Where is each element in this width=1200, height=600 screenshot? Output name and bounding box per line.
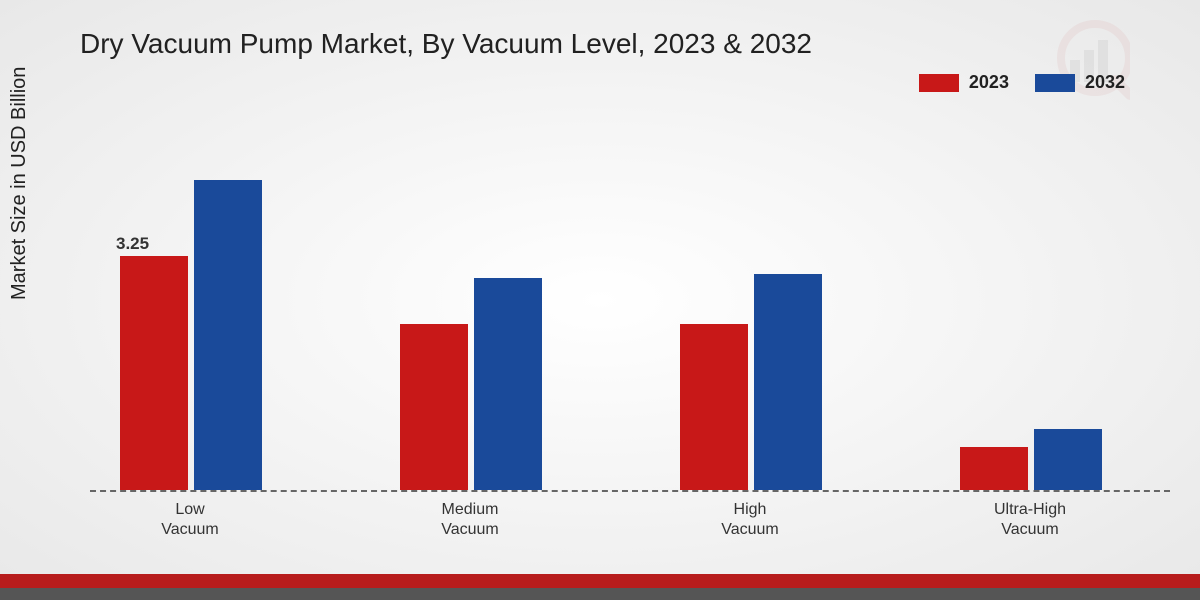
bar-2032 — [1034, 429, 1102, 490]
legend-swatch-2032 — [1035, 74, 1075, 92]
bar-2032 — [474, 278, 542, 490]
bar-2023 — [400, 324, 468, 490]
bar-group — [680, 274, 822, 490]
bar-group — [120, 180, 262, 490]
footer-bar-grey — [0, 588, 1200, 600]
bar-2023 — [680, 324, 748, 490]
chart-plot-area: 3.25LowVacuumMediumVacuumHighVacuumUltra… — [90, 130, 1170, 490]
x-axis-baseline — [90, 490, 1170, 492]
legend: 2023 2032 — [919, 72, 1125, 93]
bar-value-label: 3.25 — [116, 234, 149, 254]
bar-group — [400, 278, 542, 490]
legend-swatch-2023 — [919, 74, 959, 92]
bar-group — [960, 429, 1102, 490]
bar-2023 — [960, 447, 1028, 490]
bar-2032 — [754, 274, 822, 490]
footer-bar-red — [0, 574, 1200, 588]
bar-2023 — [120, 256, 188, 490]
chart-title: Dry Vacuum Pump Market, By Vacuum Level,… — [80, 28, 812, 60]
x-axis-tick-label: Ultra-HighVacuum — [960, 500, 1100, 540]
legend-label-2023: 2023 — [969, 72, 1009, 93]
legend-item-2023: 2023 — [919, 72, 1009, 93]
x-axis-tick-label: MediumVacuum — [400, 500, 540, 540]
legend-label-2032: 2032 — [1085, 72, 1125, 93]
y-axis-label: Market Size in USD Billion — [8, 67, 31, 300]
x-axis-tick-label: HighVacuum — [680, 500, 820, 540]
bar-2032 — [194, 180, 262, 490]
legend-item-2032: 2032 — [1035, 72, 1125, 93]
x-axis-tick-label: LowVacuum — [120, 500, 260, 540]
